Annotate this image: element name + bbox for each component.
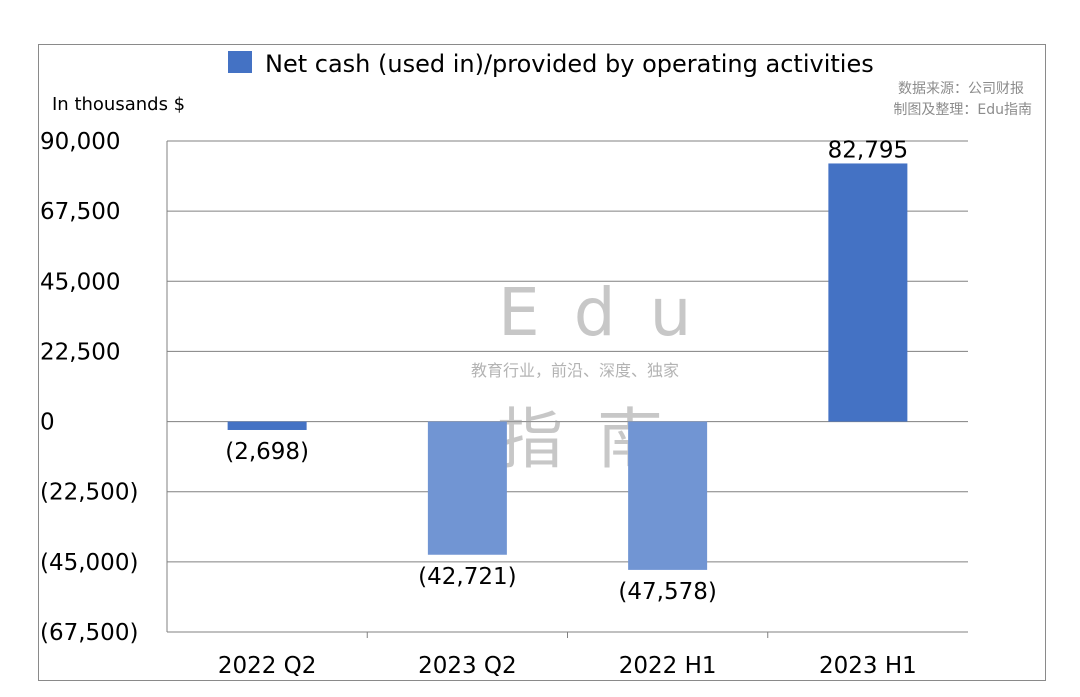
chart-frame [38,44,1046,681]
bars [227,163,908,570]
x-category-label: 2022 H1 [619,653,717,679]
y-tick-label: 67,500 [40,199,120,225]
x-category-label: 2023 Q2 [418,653,517,679]
y-unit-label: In thousands $ [52,94,185,115]
y-tick-label: 90,000 [40,129,120,155]
data-label: (42,721) [418,564,516,590]
y-tick-label: 22,500 [40,339,120,365]
x-category-label: 2023 H1 [819,653,917,679]
data-label: (2,698) [225,439,309,465]
y-tick-label: (67,500) [40,620,138,646]
data-label: (47,578) [618,579,716,605]
legend-swatch [228,51,252,73]
bar [828,163,908,422]
y-tick-label: 45,000 [40,269,120,295]
data-labels: (2,698) (42,721) (47,578) 82,795 [225,137,908,604]
y-tick-label: (45,000) [40,550,138,576]
bar [227,421,307,430]
source-note-line-2: 制图及整理：Edu指南 [893,102,1032,118]
legend: Net cash (used in)/provided by operating… [228,50,874,78]
x-category-label: 2022 Q2 [218,653,317,679]
watermark-tagline: 教育行业，前沿、深度、独家 [471,361,679,380]
source-note-line-1: 数据来源：公司财报 [898,81,1024,97]
x-axis-categories: 2022 Q2 2023 Q2 2022 H1 2023 H1 [218,653,917,679]
data-label: 82,795 [828,137,908,163]
bar [427,421,507,555]
watermark-edu: Edu [498,274,725,351]
y-axis-ticks: 90,000 67,500 45,000 22,500 0 (22,500) (45,000… [40,129,138,646]
y-tick-label: (22,500) [40,480,138,506]
bar [628,421,708,570]
y-tick-label: 0 [40,410,55,436]
legend-label: Net cash (used in)/provided by operating… [265,50,874,78]
axes [166,141,968,638]
